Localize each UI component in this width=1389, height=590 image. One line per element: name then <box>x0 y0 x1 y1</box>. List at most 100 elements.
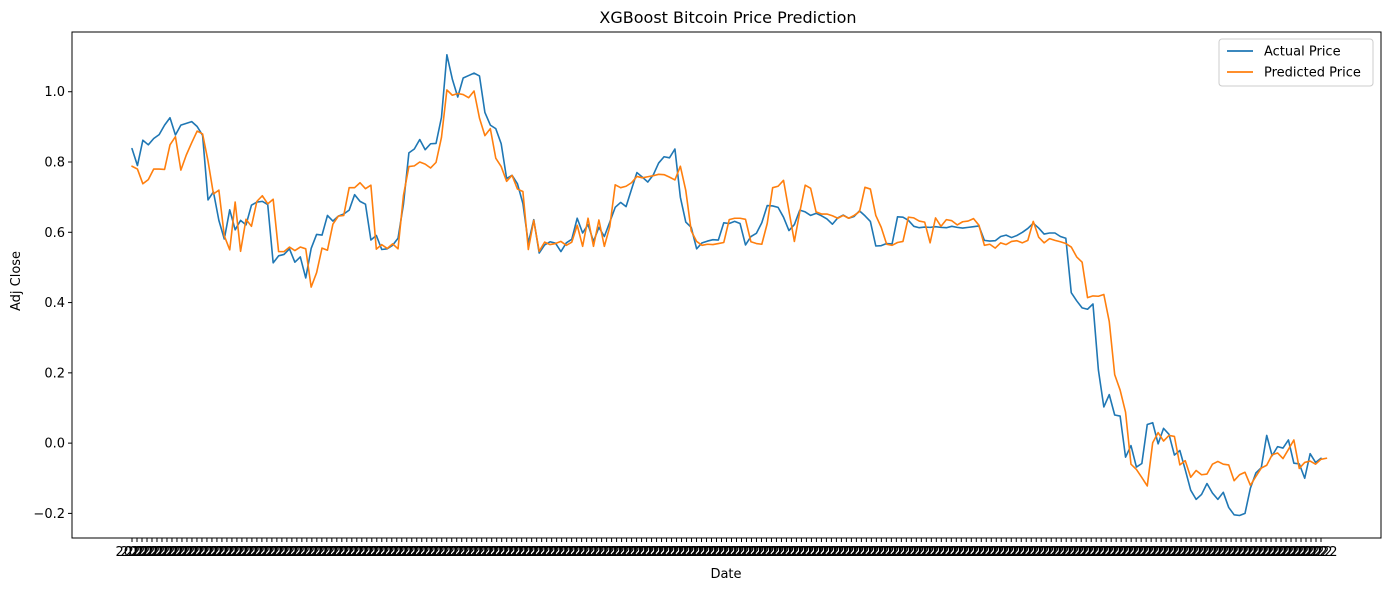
y-tick-label: 0.6 <box>44 226 65 241</box>
x-tick-label: 2022 <box>125 545 158 560</box>
x-tick-label: 2022 <box>860 545 893 560</box>
x-tick-label: 2022 <box>590 545 623 560</box>
x-tick-label: 2022 <box>210 545 243 560</box>
x-tick-label: 2022 <box>200 545 233 560</box>
x-tick-label: 2022 <box>255 545 288 560</box>
x-tick-label: 2022 <box>900 545 933 560</box>
x-tick-label: 2022 <box>405 545 438 560</box>
x-tick-label: 2022 <box>575 545 608 560</box>
x-tick-label: 2022 <box>295 545 328 560</box>
x-tick-label: 2022 <box>565 545 598 560</box>
x-tick-label: 2022 <box>1035 545 1068 560</box>
x-tick-label: 2022 <box>380 545 413 560</box>
x-tick-label: 2022 <box>790 545 823 560</box>
x-tick-label: 2022 <box>315 545 348 560</box>
x-tick-label: 2022 <box>665 545 698 560</box>
x-tick-label: 2022 <box>495 545 528 560</box>
x-tick-label: 2022 <box>1230 545 1263 560</box>
y-tick-label: −0.2 <box>33 507 65 522</box>
x-tick-label: 2022 <box>1005 545 1038 560</box>
x-tick-label: 2022 <box>945 545 978 560</box>
x-tick-label: 2022 <box>655 545 688 560</box>
x-tick-label: 2022 <box>390 545 423 560</box>
x-tick-label: 2022 <box>1090 545 1123 560</box>
x-tick-label: 2022 <box>345 545 378 560</box>
x-tick-label: 2022 <box>715 545 748 560</box>
x-tick-label: 2022 <box>465 545 498 560</box>
x-tick-label: 2022 <box>1125 545 1158 560</box>
x-tick-label: 2022 <box>1160 545 1193 560</box>
x-tick-label: 2022 <box>270 545 303 560</box>
x-tick-label: 2022 <box>115 545 148 560</box>
x-tick-label: 2022 <box>780 545 813 560</box>
x-tick-label: 2022 <box>690 545 723 560</box>
x-tick-label: 2022 <box>975 545 1008 560</box>
x-tick-label: 2022 <box>1299 545 1332 560</box>
x-tick-label: 2022 <box>1100 545 1133 560</box>
x-tick-label: 2022 <box>950 545 983 560</box>
x-tick-label: 2022 <box>915 545 948 560</box>
x-tick-label: 2022 <box>410 545 443 560</box>
y-tick-label: 0.4 <box>44 296 65 311</box>
x-tick-label: 2022 <box>980 545 1013 560</box>
x-tick-label: 2022 <box>150 545 183 560</box>
x-tick-label: 2022 <box>480 545 513 560</box>
x-tick-label: 2022 <box>1274 545 1307 560</box>
x-tick-label: 2022 <box>680 545 713 560</box>
x-tick-label: 2022 <box>535 545 568 560</box>
x-tick-label: 2022 <box>550 545 583 560</box>
x-tick-label: 2022 <box>440 545 473 560</box>
x-tick-label: 2022 <box>595 545 628 560</box>
x-tick-label: 2022 <box>1085 545 1118 560</box>
x-tick-label: 2022 <box>1185 545 1218 560</box>
x-tick-label: 2022 <box>870 545 903 560</box>
x-tick-label: 2022 <box>450 545 483 560</box>
x-tick-label: 2022 <box>765 545 798 560</box>
x-tick-label: 2022 <box>1155 545 1188 560</box>
x-tick-label: 2022 <box>540 545 573 560</box>
x-tick-label: 2022 <box>1075 545 1108 560</box>
x-tick-label: 2022 <box>475 545 508 560</box>
x-tick-label: 2022 <box>155 545 188 560</box>
x-tick-label: 2022 <box>1130 545 1163 560</box>
x-tick-label: 2022 <box>805 545 838 560</box>
x-tick-label: 2022 <box>350 545 383 560</box>
x-tick-label: 2022 <box>840 545 873 560</box>
x-tick-label: 2022 <box>290 545 323 560</box>
x-tick-label: 2022 <box>1235 545 1268 560</box>
x-tick-label: 2022 <box>370 545 403 560</box>
x-tick-label: 2022 <box>1030 545 1063 560</box>
x-tick-label: 2022 <box>355 545 388 560</box>
x-tick-label: 2022 <box>1284 545 1317 560</box>
x-tick-label: 2022 <box>795 545 828 560</box>
x-tick-label: 2022 <box>1294 545 1327 560</box>
x-tick-label: 2022 <box>130 545 163 560</box>
x-tick-label: 2022 <box>960 545 993 560</box>
x-tick-label: 2022 <box>605 545 638 560</box>
legend-box <box>1218 38 1374 87</box>
x-tick-label: 2022 <box>1210 545 1243 560</box>
x-tick-label: 2022 <box>660 545 693 560</box>
series-line-actual-price <box>131 54 1322 517</box>
x-tick-label: 2022 <box>265 545 298 560</box>
x-tick-label: 2022 <box>580 545 613 560</box>
x-tick-label: 2022 <box>490 545 523 560</box>
x-tick-label: 2022 <box>1200 545 1233 560</box>
x-tick-label: 2022 <box>620 545 653 560</box>
x-tick-label: 2022 <box>1140 545 1173 560</box>
x-tick-label: 2022 <box>635 545 668 560</box>
x-tick-label: 2022 <box>245 545 278 560</box>
y-tick-label: 1.0 <box>44 85 65 100</box>
x-tick-label: 2022 <box>555 545 588 560</box>
legend-label: Actual Price <box>1264 45 1341 60</box>
x-axis-title: Date <box>710 567 741 582</box>
x-tick-label: 2022 <box>1240 545 1273 560</box>
x-tick-label: 2022 <box>735 545 768 560</box>
x-tick-label: 2022 <box>810 545 843 560</box>
x-tick-label: 2022 <box>1015 545 1048 560</box>
x-tick-label: 2022 <box>360 545 393 560</box>
x-tick-label: 2022 <box>775 545 808 560</box>
x-tick-label: 2022 <box>195 545 228 560</box>
x-tick-label: 2022 <box>785 545 818 560</box>
